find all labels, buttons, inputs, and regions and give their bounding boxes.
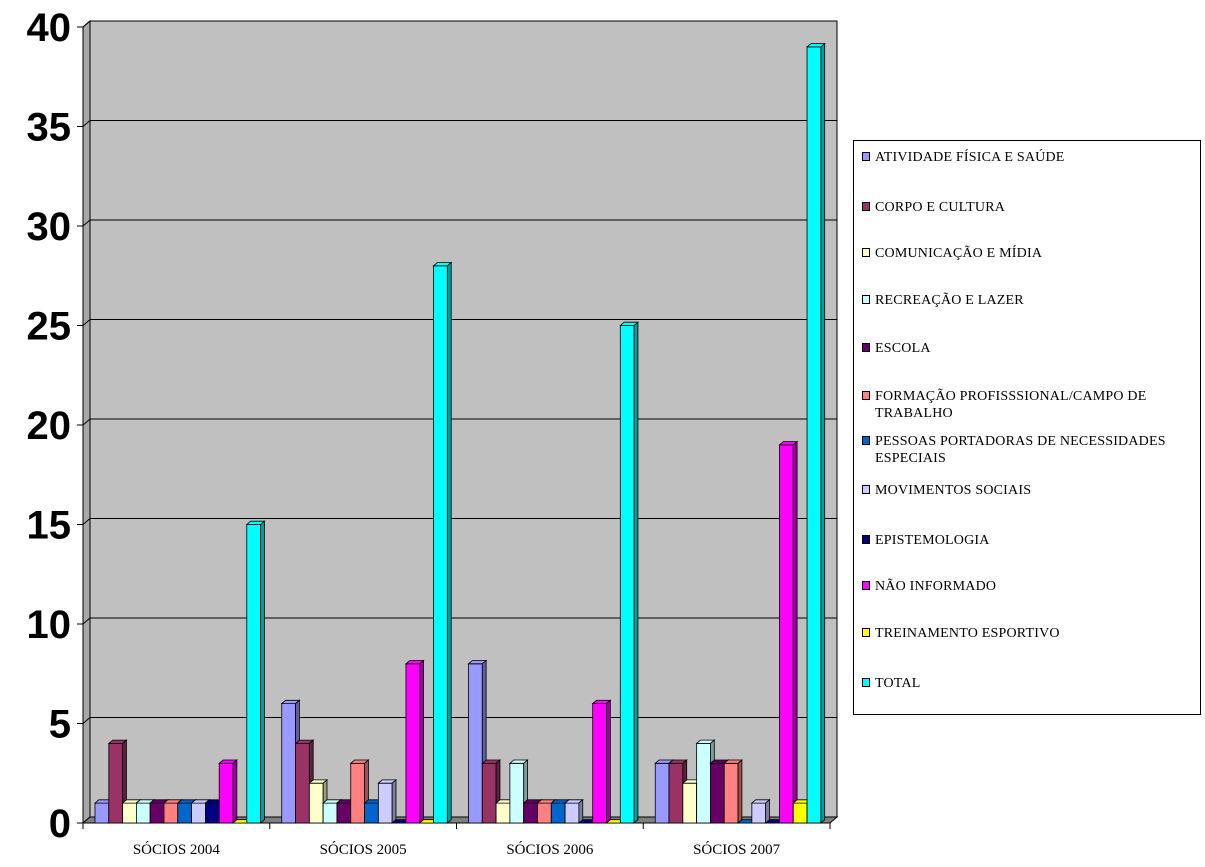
legend: ATIVIDADE FÍSICA E SAÚDE CORPO E CULTURA C… [853, 140, 1201, 715]
bar [723, 759, 743, 824]
bars [93, 42, 826, 824]
legend-swatch [862, 391, 870, 400]
bar [432, 261, 453, 824]
gridline-side [82, 20, 91, 28]
x-tick-label: SÓCIOS 2005 [320, 841, 407, 858]
gridline-side [82, 717, 91, 724]
legend-swatch [862, 295, 870, 304]
y-tick-label: 10 [27, 603, 72, 647]
bar [564, 798, 584, 824]
legend-swatch [862, 202, 870, 211]
gridline-side [82, 219, 91, 227]
legend-label: ATIVIDADE FÍSICA E SAÚDE [875, 150, 1065, 165]
x-tick-label: SÓCIOS 2007 [693, 841, 781, 858]
legend-label: TOTAL [875, 676, 921, 691]
gridline-side [82, 617, 91, 625]
legend-label: ESCOLA [875, 341, 931, 356]
x-tick-label: SÓCIOS 2004 [133, 841, 221, 858]
y-tick-label: 0 [49, 802, 71, 846]
legend-swatch [862, 436, 870, 445]
y-tick-label: 25 [27, 305, 72, 349]
legend-swatch [862, 485, 870, 494]
bar [591, 699, 612, 824]
chart-walls [81, 19, 839, 825]
legend-label: RECREAÇÃO E LAZER [875, 293, 1024, 308]
bar [778, 440, 799, 824]
legend-swatch [862, 535, 870, 544]
legend-swatch [862, 581, 870, 590]
bar [377, 779, 398, 824]
legend-label: TREINAMENTO ESPORTIVO [875, 626, 1060, 641]
gridline-side [82, 319, 91, 326]
legend-label: MOVIMENTOS SOCIAIS [875, 483, 1032, 498]
legend-label: COMUNICAÇÃO E MÍDIA [875, 246, 1043, 261]
y-tick-label: 35 [27, 106, 72, 150]
legend-label: NÃO INFORMADO [875, 579, 997, 594]
y-tick-label: 30 [27, 205, 72, 249]
gridline-side [82, 518, 91, 525]
legend-label: PESSOAS PORTADORAS DE NECESSIDADES ESPEC… [875, 434, 1166, 466]
y-tick-label: 20 [27, 404, 72, 448]
y-tick-label: 40 [27, 6, 72, 50]
bar [245, 520, 266, 824]
gridlines [82, 20, 837, 724]
gridline-side [82, 120, 91, 127]
bar [404, 659, 425, 824]
legend-swatch [862, 152, 870, 161]
legend-label: EPISTEMOLOGIA [875, 533, 990, 548]
x-tick-label: SÓCIOS 2006 [506, 841, 594, 858]
y-tick-label: 5 [49, 703, 71, 747]
legend-label: FORMAÇÃO PROFISSSIONAL/CAMPO DE TRABALHO [875, 389, 1147, 421]
bar [805, 42, 826, 824]
legend-swatch [862, 248, 870, 257]
bar [750, 798, 771, 824]
gridline-side [82, 418, 91, 426]
y-axis-tick-labels: 0 5 10 15 20 25 30 35 40 [27, 6, 72, 846]
x-axis-tick-labels: SÓCIOS 2004 SÓCIOS 2005 SÓCIOS 2006 SÓCIOS … [133, 841, 781, 858]
y-tick-label: 15 [27, 504, 72, 548]
bar [619, 321, 640, 824]
legend-swatch [862, 343, 870, 352]
legend-swatch [862, 678, 870, 687]
legend-label: CORPO E CULTURA [875, 200, 1006, 215]
bar [218, 759, 238, 824]
legend-swatch [862, 628, 870, 637]
